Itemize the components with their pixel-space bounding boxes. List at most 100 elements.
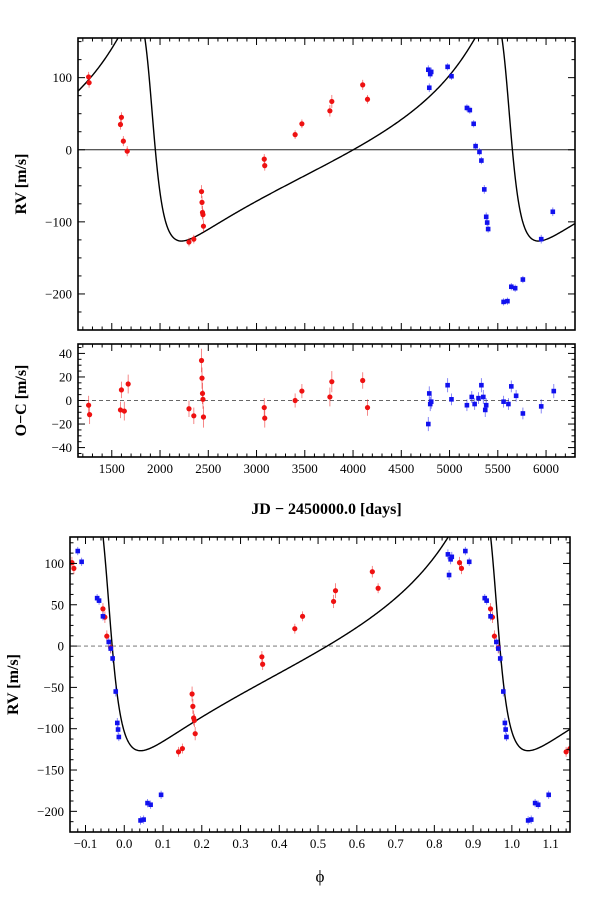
data-point (141, 815, 146, 824)
marker (484, 598, 489, 603)
marker (525, 818, 531, 823)
y-tick-label: 100 (53, 70, 73, 85)
marker (458, 565, 465, 572)
marker (473, 143, 478, 149)
marker (445, 64, 450, 70)
data-point (113, 686, 119, 697)
marker (292, 132, 298, 138)
data-point (100, 612, 106, 621)
series-blue (426, 378, 557, 432)
data-point (292, 623, 298, 634)
data-point (464, 399, 470, 412)
data-point (494, 637, 499, 647)
data-point (483, 398, 489, 413)
marker (448, 557, 453, 562)
marker (86, 80, 92, 86)
marker (501, 299, 506, 305)
marker (535, 802, 541, 808)
marker (261, 156, 267, 162)
data-point (261, 398, 267, 417)
data-point (483, 212, 489, 222)
data-point (114, 717, 120, 728)
data-point (108, 644, 113, 653)
data-point (121, 401, 127, 421)
data-point (330, 594, 337, 609)
y-tick-label: −20 (52, 417, 72, 432)
x-tick-label: 4500 (388, 461, 414, 476)
data-point (86, 77, 92, 88)
data-point (145, 798, 150, 808)
data-point (506, 398, 511, 410)
data-point (525, 816, 531, 825)
marker (476, 395, 481, 401)
x-tick-label: 0.3 (232, 836, 248, 851)
y-tick-label: −150 (37, 763, 64, 778)
x-tick-label: −0.1 (74, 836, 98, 851)
y-tick-label: −200 (45, 286, 72, 301)
marker (86, 412, 93, 418)
y-tick-label: −100 (45, 214, 72, 229)
y-axis-label: RV [m/s] (13, 154, 30, 215)
panel-rv_time: −200 −100 0 100 RV [m/s] (13, 37, 576, 331)
marker (520, 277, 526, 282)
data-point (186, 237, 192, 247)
marker (115, 727, 121, 732)
marker (488, 614, 493, 619)
data-point (485, 225, 491, 233)
plot-frame (77, 37, 576, 331)
marker (117, 121, 124, 128)
marker (528, 817, 534, 822)
data-point (360, 372, 366, 389)
marker (483, 402, 489, 408)
marker (369, 569, 375, 575)
marker (292, 626, 298, 632)
data-point (445, 549, 451, 560)
y-tick-label: 20 (59, 369, 72, 384)
marker (426, 391, 432, 396)
series-blue (426, 63, 556, 306)
data-point (124, 146, 130, 157)
marker (198, 188, 205, 195)
marker (426, 421, 431, 427)
series-red (86, 71, 371, 247)
data-point (375, 583, 381, 594)
data-point (299, 611, 306, 622)
data-point (175, 746, 182, 757)
data-point (116, 732, 122, 742)
marker (110, 656, 115, 661)
y-tick-label: 50 (51, 597, 64, 612)
x-axis-label: ϕ (316, 867, 325, 886)
data-point (427, 396, 433, 412)
marker (71, 565, 77, 572)
data-point (503, 725, 508, 734)
marker (464, 402, 470, 408)
data-point (449, 551, 455, 562)
data-point (199, 195, 205, 209)
data-point (479, 156, 484, 165)
data-point (75, 546, 81, 556)
marker (449, 397, 454, 402)
marker (471, 121, 476, 127)
marker (75, 548, 81, 554)
data-point (86, 405, 93, 425)
marker (118, 387, 125, 393)
marker (299, 388, 305, 394)
data-point (79, 557, 84, 566)
data-point (199, 367, 205, 389)
marker (501, 689, 506, 694)
marker (114, 720, 120, 726)
marker (485, 226, 491, 232)
data-point (426, 416, 431, 432)
y-tick-label: −200 (37, 804, 64, 819)
data-point (261, 154, 267, 165)
marker (329, 379, 335, 385)
data-point (299, 119, 305, 129)
marker (141, 817, 146, 822)
data-point (563, 746, 569, 757)
marker (262, 415, 268, 421)
marker (145, 800, 150, 806)
data-point (464, 104, 470, 112)
x-tick-label: 6000 (533, 461, 559, 476)
panel-residuals: −40 −20 0 20 40 1500 2000 2500 3000 3500 4000 4500 5… (13, 343, 576, 518)
data-point (189, 686, 195, 702)
